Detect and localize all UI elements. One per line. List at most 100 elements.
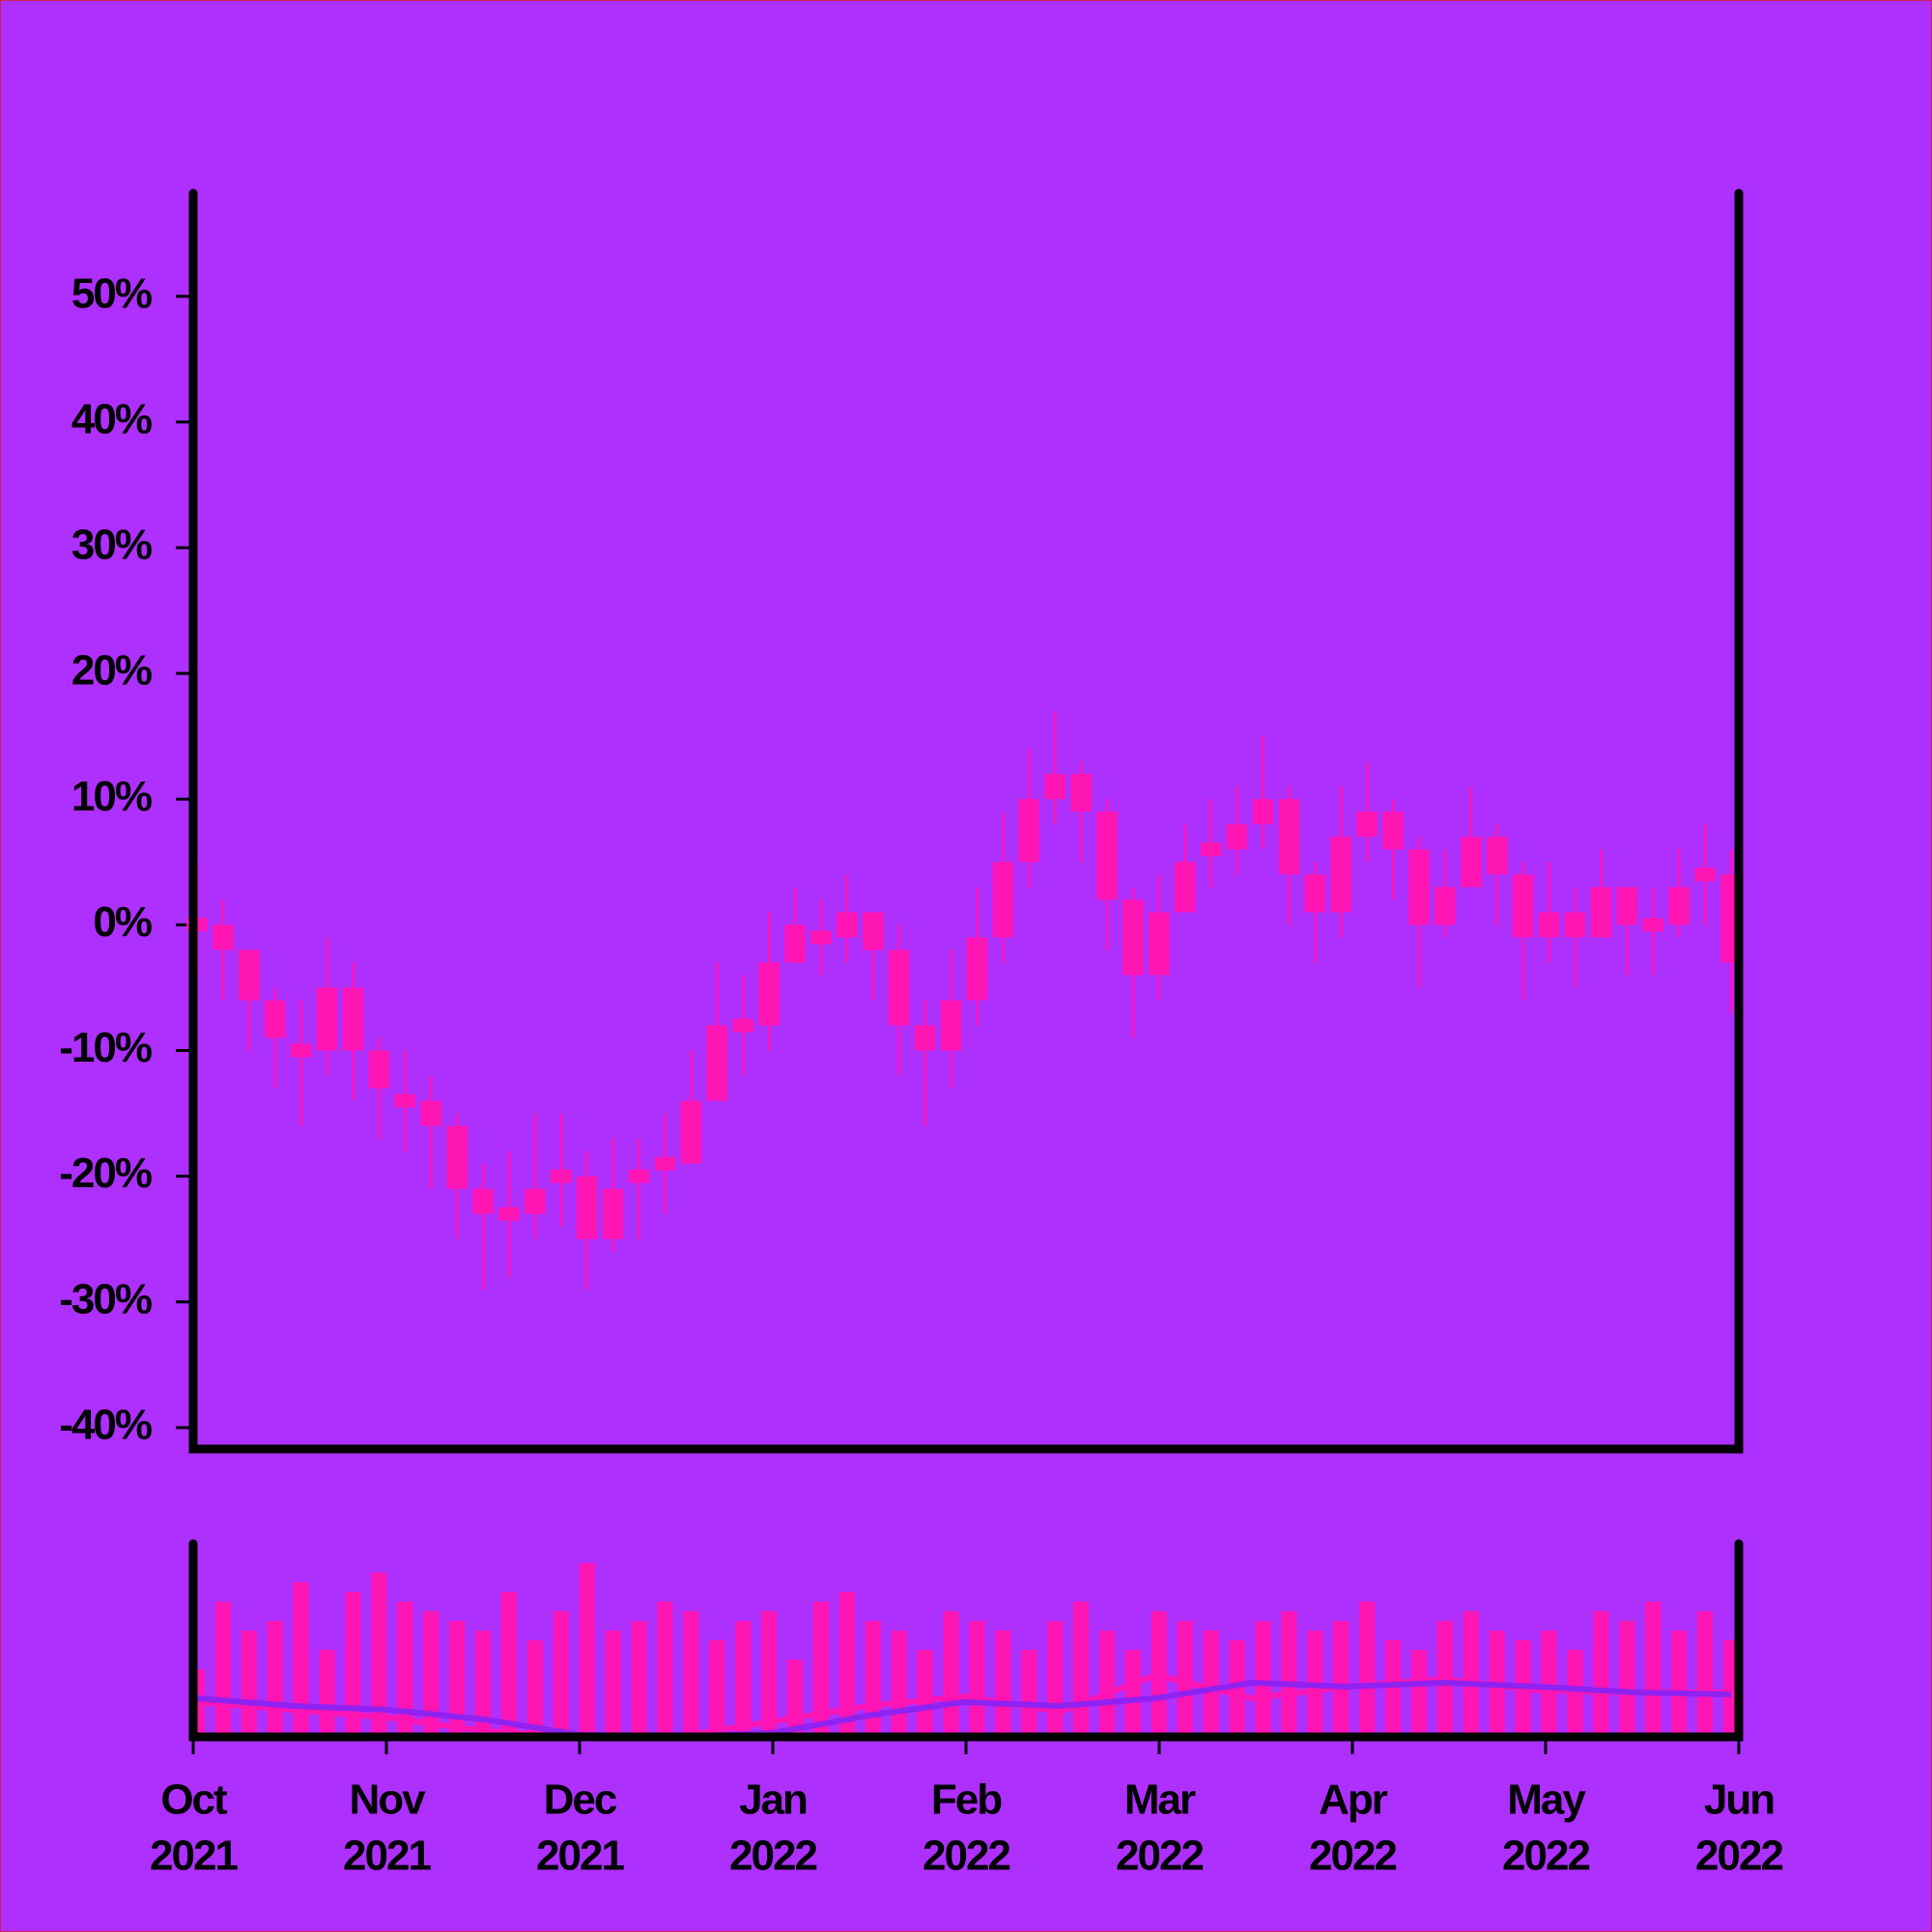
- candle-body: [472, 1188, 494, 1214]
- candle-body: [551, 1169, 572, 1183]
- volume-bar: [319, 1650, 335, 1737]
- y-tick-label: -20%: [59, 1150, 152, 1197]
- volume-bar: [526, 1640, 543, 1737]
- x-tick-label: May: [1507, 1776, 1586, 1824]
- x-tick-label: 2022: [1116, 1833, 1203, 1880]
- candle-body: [1018, 799, 1040, 863]
- candle-body: [394, 1094, 416, 1108]
- candle-body: [992, 862, 1014, 938]
- candle-body: [680, 1100, 702, 1164]
- candle-body: [1304, 874, 1326, 913]
- candle-body: [1356, 811, 1378, 838]
- volume-bar: [267, 1621, 283, 1737]
- volume-bar: [241, 1631, 257, 1737]
- candle-body: [316, 987, 338, 1051]
- candle-body: [1408, 849, 1430, 925]
- volume-bar: [579, 1563, 595, 1737]
- volume-bar: [943, 1611, 959, 1737]
- candle-body: [628, 1169, 650, 1183]
- x-tick-label: 2021: [150, 1833, 238, 1880]
- y-tick-label: 20%: [71, 647, 152, 695]
- candle-body: [1200, 842, 1222, 857]
- candle-body: [966, 937, 988, 1001]
- candle-body: [1382, 811, 1404, 850]
- volume-bar: [1073, 1602, 1090, 1737]
- candle-body: [290, 1043, 312, 1058]
- x-tick-label: Mar: [1124, 1776, 1196, 1824]
- x-tick-label: Feb: [931, 1776, 1002, 1824]
- candle-body: [446, 1125, 468, 1189]
- x-tick-label: 2022: [1502, 1833, 1589, 1880]
- volume-bar: [1385, 1640, 1402, 1737]
- price-panel: -40% -30% -20% -10% 0% 10% 20% 30% 40% 50%: [59, 270, 1742, 1449]
- candle-body: [1461, 837, 1482, 888]
- y-tick-label: -30%: [59, 1275, 152, 1322]
- candle-body: [1538, 912, 1560, 938]
- candle-body: [1149, 912, 1170, 976]
- volume-bar: [838, 1592, 855, 1737]
- y-tick-label: -10%: [59, 1024, 152, 1071]
- candle-body: [1486, 837, 1508, 875]
- volume-bar: [969, 1621, 985, 1737]
- volume-bar: [761, 1611, 778, 1737]
- x-tick-label: Dec: [544, 1776, 617, 1824]
- candle-body: [940, 1000, 962, 1051]
- volume-bar: [1255, 1621, 1271, 1737]
- volume-bar: [657, 1602, 673, 1737]
- volume-bar: [423, 1611, 440, 1737]
- candle-body: [732, 1018, 753, 1033]
- candle-body: [888, 950, 910, 1026]
- candle-body: [1096, 811, 1118, 900]
- candle-body: [1330, 837, 1352, 913]
- volume-bar: [1203, 1631, 1219, 1737]
- volume-bar: [1124, 1650, 1142, 1737]
- y-tick-label: 10%: [71, 773, 152, 820]
- volume-bar: [865, 1621, 881, 1737]
- volume-panel: Oct 2021 Nov 2021 Dec 2021 Jan 2022 Feb 2022 Mar 20…: [150, 1563, 1784, 1880]
- volume-bar: [1593, 1611, 1609, 1737]
- candle-body: [420, 1100, 442, 1126]
- volume-bar: [1229, 1640, 1245, 1737]
- x-tick-label: 2022: [729, 1833, 816, 1880]
- candle-body: [706, 1025, 728, 1101]
- volume-bar: [1697, 1611, 1714, 1737]
- volume-bar: [917, 1650, 933, 1737]
- candle-body: [1278, 799, 1300, 875]
- x-tick-label: Jan: [739, 1776, 807, 1824]
- candle-body: [1668, 887, 1690, 925]
- candle-body: [1512, 874, 1534, 938]
- volume-bar: [1333, 1621, 1350, 1737]
- volume-bar: [1671, 1631, 1688, 1737]
- candle-body: [1590, 887, 1612, 938]
- volume-bar: [1359, 1602, 1376, 1737]
- volume-bar: [1463, 1611, 1479, 1737]
- y-tick-label: 30%: [71, 522, 152, 569]
- x-tick-label: 2022: [1309, 1833, 1396, 1880]
- volume-bar: [1541, 1631, 1557, 1737]
- candle-body: [1044, 774, 1065, 800]
- candle-body: [368, 1050, 390, 1089]
- candle-body: [1694, 867, 1716, 882]
- candle-body: [1070, 774, 1092, 812]
- x-tick-label: Nov: [349, 1776, 426, 1824]
- candle-body: [213, 924, 234, 951]
- volume-bar: [812, 1602, 830, 1737]
- moving-average: [196, 1680, 1732, 1740]
- candle-body: [1435, 887, 1456, 925]
- volume-bar: [293, 1582, 309, 1737]
- price-frame: [188, 188, 1744, 1454]
- x-tick-label: 2022: [923, 1833, 1009, 1880]
- candle-body: [342, 987, 364, 1051]
- candle-body: [784, 924, 806, 963]
- volume-bar: [995, 1631, 1011, 1737]
- candle-body: [1175, 862, 1196, 913]
- volume-bar: [605, 1631, 621, 1737]
- volume-bar: [709, 1640, 725, 1737]
- x-tick-label: Jun: [1704, 1776, 1774, 1824]
- candle-body: [576, 1176, 598, 1239]
- volume-bar: [1098, 1631, 1116, 1737]
- volume-frame: [188, 1539, 1744, 1742]
- volume-bar: [371, 1573, 387, 1737]
- candle-body: [914, 1025, 936, 1051]
